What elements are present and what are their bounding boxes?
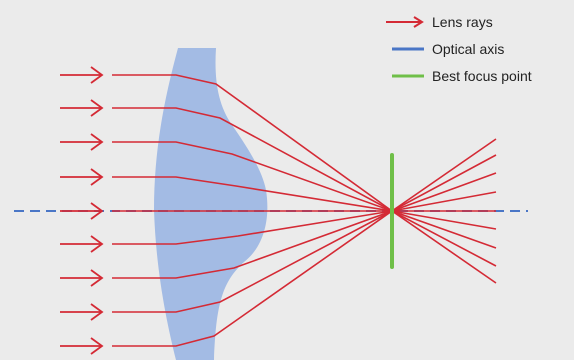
legend-label-best-focus-point: Best focus point <box>432 67 532 84</box>
legend: Lens rays Optical axis Best focus point <box>384 8 532 89</box>
arrow-icon <box>386 15 424 28</box>
input-arrow-icon <box>60 168 104 186</box>
input-arrow-icon <box>60 337 104 355</box>
legend-label-lens-rays: Lens rays <box>432 13 493 30</box>
legend-item-optical-axis: Optical axis <box>384 35 532 62</box>
lens-ray <box>112 210 497 347</box>
line-swatch-icon <box>392 74 424 77</box>
line-swatch-icon <box>392 47 424 50</box>
lens-ray <box>112 141 497 212</box>
input-arrow-icon <box>60 133 104 151</box>
lens-rays-group <box>60 66 497 355</box>
lens-ray <box>112 74 497 212</box>
legend-arrow-icon <box>384 15 426 28</box>
legend-line-icon <box>384 70 426 82</box>
input-arrow-icon <box>60 99 104 117</box>
lens-ray <box>112 210 497 279</box>
lens-ray <box>112 210 497 313</box>
legend-label-optical-axis: Optical axis <box>432 40 505 57</box>
input-arrow-icon <box>60 66 104 84</box>
lens-ray <box>112 107 497 212</box>
lens-ray <box>112 176 497 212</box>
lens-ray <box>112 210 497 245</box>
legend-line-icon <box>384 43 426 55</box>
input-arrow-icon <box>60 303 104 321</box>
input-arrow-icon <box>60 235 104 253</box>
legend-item-lens-rays: Lens rays <box>384 8 532 35</box>
lens-shape <box>154 48 268 360</box>
input-arrow-icon <box>60 202 104 220</box>
input-arrow-icon <box>60 269 104 287</box>
legend-item-best-focus-point: Best focus point <box>384 62 532 89</box>
